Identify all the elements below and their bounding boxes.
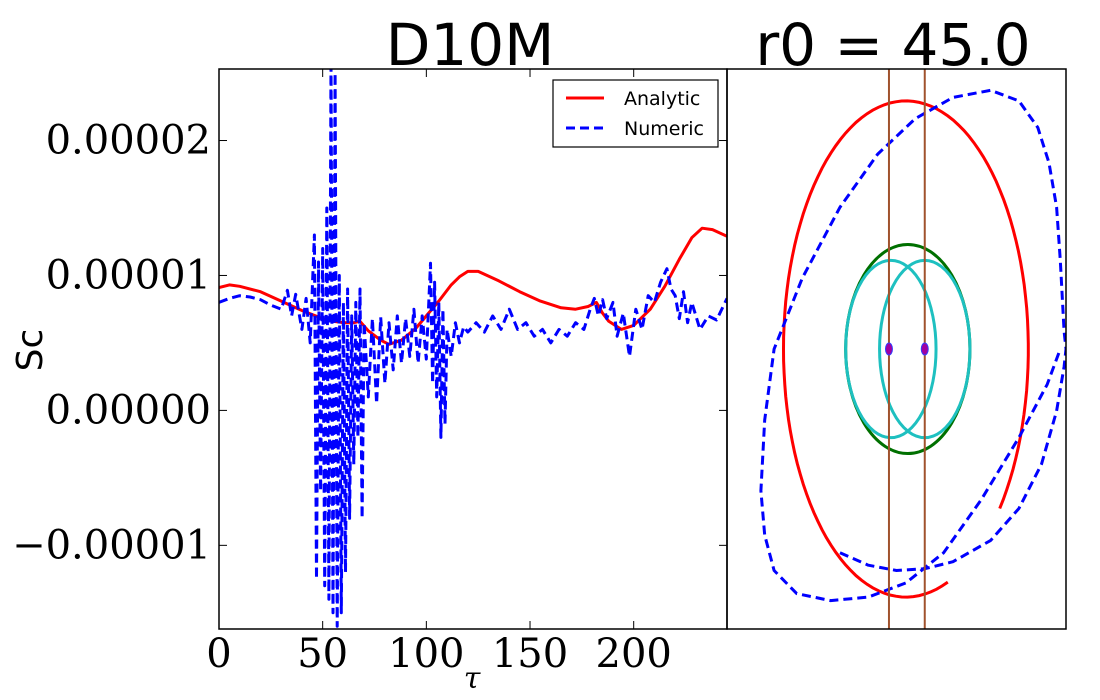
right-plot-area	[759, 69, 1066, 629]
series-line-numeric	[219, 69, 727, 628]
y-tick-label: −0.00001	[12, 522, 211, 568]
orbit-analytic	[781, 99, 1030, 599]
orbit-small-circle-left	[844, 258, 938, 440]
legend-analytic-label: Analytic	[624, 88, 700, 110]
x-tick-label: 150	[492, 631, 568, 677]
x-tick-label: 0	[206, 631, 231, 677]
x-tick-label: 200	[596, 631, 672, 677]
x-axis-label: τ	[464, 661, 481, 696]
legend-box	[552, 79, 719, 148]
series-line-analytic	[219, 226, 727, 346]
left-chart-title: D10M	[386, 11, 555, 79]
y-axis-label: Sc	[10, 329, 51, 372]
y-tick-label: 0.00002	[46, 118, 211, 164]
point-mass	[920, 342, 929, 356]
legend-numeric-label: Numeric	[624, 118, 704, 140]
legend: Analytic Numeric	[552, 79, 719, 148]
left-axes-frame	[218, 68, 728, 630]
y-tick-label: 0.00000	[46, 387, 211, 433]
point-mass	[884, 342, 893, 356]
x-tick-label: 100	[388, 631, 464, 677]
orbit-numeric	[759, 88, 1066, 603]
left-axis-ticks: 0 50 100 150 200 −0.00001 0.00000 0.00001 0.0000…	[12, 69, 727, 677]
left-plot-area	[219, 69, 727, 628]
y-tick-label: 0.00001	[46, 252, 211, 298]
right-chart-title: r0 = 45.0	[755, 11, 1030, 79]
x-tick-label: 50	[297, 631, 348, 677]
right-axes-frame	[726, 68, 1067, 630]
